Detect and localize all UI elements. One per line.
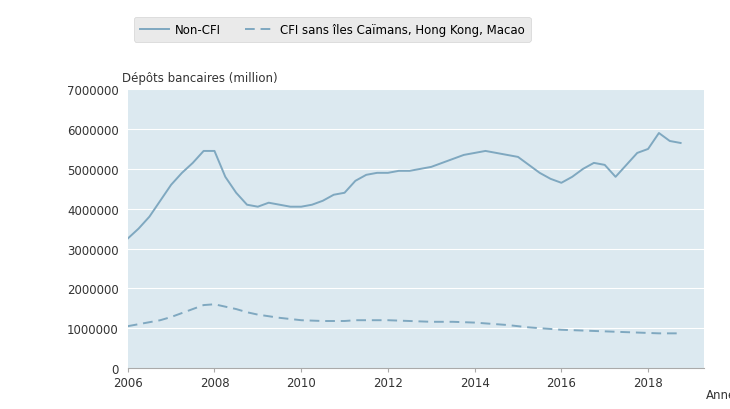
Non-CFI bbox=[655, 131, 664, 136]
Non-CFI bbox=[166, 183, 175, 188]
CFI sans îles Caïmans, Hong Kong, Macao bbox=[210, 302, 219, 307]
CFI sans îles Caïmans, Hong Kong, Macao bbox=[166, 315, 175, 320]
CFI sans îles Caïmans, Hong Kong, Macao bbox=[470, 320, 479, 325]
Line: CFI sans îles Caïmans, Hong Kong, Macao: CFI sans îles Caïmans, Hong Kong, Macao bbox=[128, 305, 680, 333]
Non-CFI bbox=[318, 199, 327, 204]
Non-CFI bbox=[633, 151, 642, 156]
Legend: Non-CFI, CFI sans îles Caïmans, Hong Kong, Macao: Non-CFI, CFI sans îles Caïmans, Hong Kon… bbox=[134, 18, 531, 43]
CFI sans îles Caïmans, Hong Kong, Macao bbox=[329, 319, 338, 324]
CFI sans îles Caïmans, Hong Kong, Macao bbox=[676, 331, 685, 336]
CFI sans îles Caïmans, Hong Kong, Macao bbox=[492, 322, 501, 327]
CFI sans îles Caïmans, Hong Kong, Macao bbox=[655, 331, 664, 336]
CFI sans îles Caïmans, Hong Kong, Macao bbox=[394, 318, 403, 323]
CFI sans îles Caïmans, Hong Kong, Macao bbox=[427, 319, 436, 324]
Line: Non-CFI: Non-CFI bbox=[128, 134, 680, 239]
Non-CFI bbox=[481, 149, 490, 154]
CFI sans îles Caïmans, Hong Kong, Macao bbox=[123, 324, 132, 329]
Text: Années: Années bbox=[706, 388, 730, 400]
Non-CFI bbox=[459, 153, 468, 158]
Text: Dépôts bancaires (million): Dépôts bancaires (million) bbox=[122, 72, 277, 84]
Non-CFI bbox=[383, 171, 392, 176]
Non-CFI bbox=[123, 236, 132, 241]
Non-CFI bbox=[676, 141, 685, 146]
